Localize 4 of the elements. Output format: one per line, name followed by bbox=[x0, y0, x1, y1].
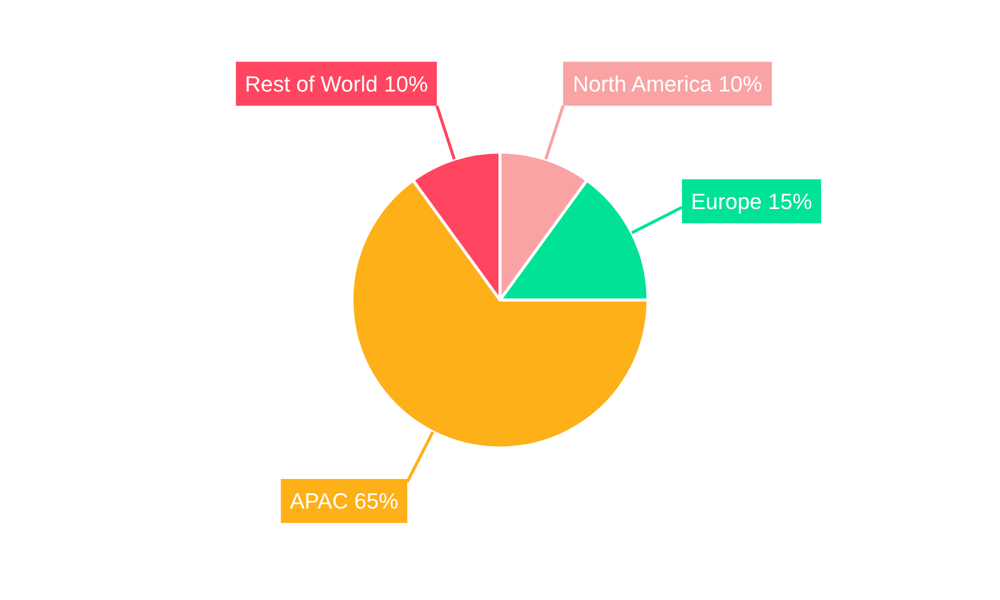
slice-label: Europe 15% bbox=[690, 188, 812, 214]
slice-label: Rest of World 10% bbox=[244, 71, 428, 96]
slice-label: APAC 65% bbox=[290, 488, 398, 514]
slice-label: North America 10% bbox=[572, 71, 762, 96]
